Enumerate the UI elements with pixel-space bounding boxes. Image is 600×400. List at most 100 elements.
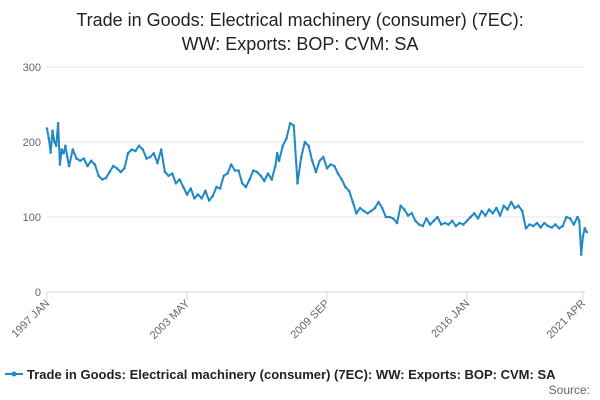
data-point[interactable] — [145, 157, 148, 160]
data-point[interactable] — [585, 230, 588, 234]
data-point[interactable] — [56, 122, 60, 125]
data-point[interactable] — [62, 152, 65, 155]
data-point[interactable] — [513, 206, 517, 210]
data-point[interactable] — [226, 172, 229, 175]
data-point[interactable] — [89, 159, 93, 163]
data-point[interactable] — [244, 185, 248, 189]
data-point[interactable] — [130, 148, 133, 151]
data-point[interactable] — [447, 223, 450, 226]
data-point[interactable] — [421, 224, 425, 228]
data-point[interactable] — [152, 152, 156, 155]
data-point[interactable] — [432, 219, 436, 223]
data-point[interactable] — [498, 214, 502, 217]
data-point[interactable] — [71, 148, 75, 151]
data-point[interactable] — [561, 224, 564, 228]
data-point[interactable] — [97, 174, 100, 178]
data-point[interactable] — [392, 217, 395, 220]
data-point[interactable] — [469, 215, 472, 219]
data-point[interactable] — [189, 187, 192, 190]
data-point[interactable] — [275, 152, 279, 155]
data-point[interactable] — [351, 200, 355, 204]
data-point[interactable] — [579, 253, 583, 256]
data-point[interactable] — [266, 172, 270, 175]
data-point[interactable] — [583, 227, 587, 230]
data-point[interactable] — [581, 234, 585, 238]
data-point[interactable] — [108, 170, 111, 174]
data-point[interactable] — [115, 167, 119, 170]
data-point[interactable] — [45, 127, 49, 130]
data-point[interactable] — [134, 149, 137, 153]
data-point[interactable] — [296, 182, 299, 185]
legend[interactable]: Trade in Goods: Electrical machinery (co… — [5, 367, 556, 382]
data-point[interactable] — [428, 223, 432, 226]
data-point[interactable] — [51, 129, 54, 133]
data-point[interactable] — [93, 163, 97, 166]
data-point[interactable] — [126, 152, 130, 155]
data-point[interactable] — [443, 221, 447, 225]
data-point[interactable] — [550, 226, 553, 229]
data-point[interactable] — [58, 163, 62, 166]
data-point[interactable] — [75, 157, 78, 160]
data-point[interactable] — [439, 223, 443, 226]
data-point[interactable] — [535, 221, 539, 225]
data-point[interactable] — [299, 155, 303, 159]
data-point[interactable] — [495, 206, 498, 210]
data-point[interactable] — [196, 193, 200, 196]
data-point[interactable] — [473, 212, 476, 215]
data-point[interactable] — [303, 140, 307, 144]
data-point[interactable] — [322, 155, 325, 159]
data-point[interactable] — [288, 122, 292, 125]
data-point[interactable] — [454, 224, 458, 228]
data-point[interactable] — [554, 223, 557, 226]
data-point[interactable] — [193, 197, 196, 200]
data-point[interactable] — [355, 212, 358, 215]
data-point[interactable] — [229, 163, 233, 166]
data-point[interactable] — [373, 206, 377, 210]
data-point[interactable] — [66, 155, 69, 159]
data-point[interactable] — [204, 189, 207, 193]
data-point[interactable] — [388, 215, 391, 219]
data-point[interactable] — [458, 221, 461, 225]
data-point[interactable] — [568, 217, 572, 220]
data-point[interactable] — [414, 219, 417, 223]
data-point[interactable] — [333, 164, 336, 168]
data-point[interactable] — [520, 209, 524, 213]
data-point[interactable] — [82, 157, 86, 160]
data-point[interactable] — [417, 223, 421, 226]
data-point[interactable] — [207, 199, 211, 202]
data-point[interactable] — [543, 221, 546, 225]
data-point[interactable] — [395, 221, 399, 225]
data-point[interactable] — [487, 208, 491, 211]
data-point[interactable] — [64, 144, 67, 148]
data-point[interactable] — [572, 223, 576, 226]
data-point[interactable] — [509, 200, 513, 204]
legend-series-label[interactable]: Trade in Goods: Electrical machinery (co… — [27, 367, 556, 382]
data-point[interactable] — [104, 176, 108, 180]
data-point[interactable] — [101, 178, 104, 181]
data-point[interactable] — [47, 137, 51, 140]
data-point[interactable] — [578, 219, 581, 223]
data-point[interactable] — [336, 172, 340, 175]
data-point[interactable] — [576, 215, 579, 219]
data-point[interactable] — [259, 174, 263, 178]
data-point[interactable] — [292, 124, 296, 127]
data-point[interactable] — [314, 170, 318, 174]
data-point[interactable] — [53, 140, 56, 144]
data-point[interactable] — [539, 226, 542, 229]
data-point[interactable] — [285, 137, 288, 140]
data-point[interactable] — [274, 164, 277, 168]
data-point[interactable] — [369, 209, 373, 213]
data-point[interactable] — [325, 167, 329, 170]
data-point[interactable] — [484, 214, 487, 217]
data-point[interactable] — [410, 212, 414, 215]
data-point[interactable] — [211, 194, 215, 198]
data-point[interactable] — [123, 167, 126, 170]
data-point[interactable] — [156, 161, 159, 165]
data-point[interactable] — [263, 179, 266, 183]
data-point[interactable] — [362, 209, 366, 213]
data-point[interactable] — [67, 164, 71, 168]
data-point[interactable] — [380, 206, 384, 210]
data-point[interactable] — [524, 227, 528, 230]
data-point[interactable] — [215, 185, 218, 189]
data-point[interactable] — [222, 174, 226, 178]
